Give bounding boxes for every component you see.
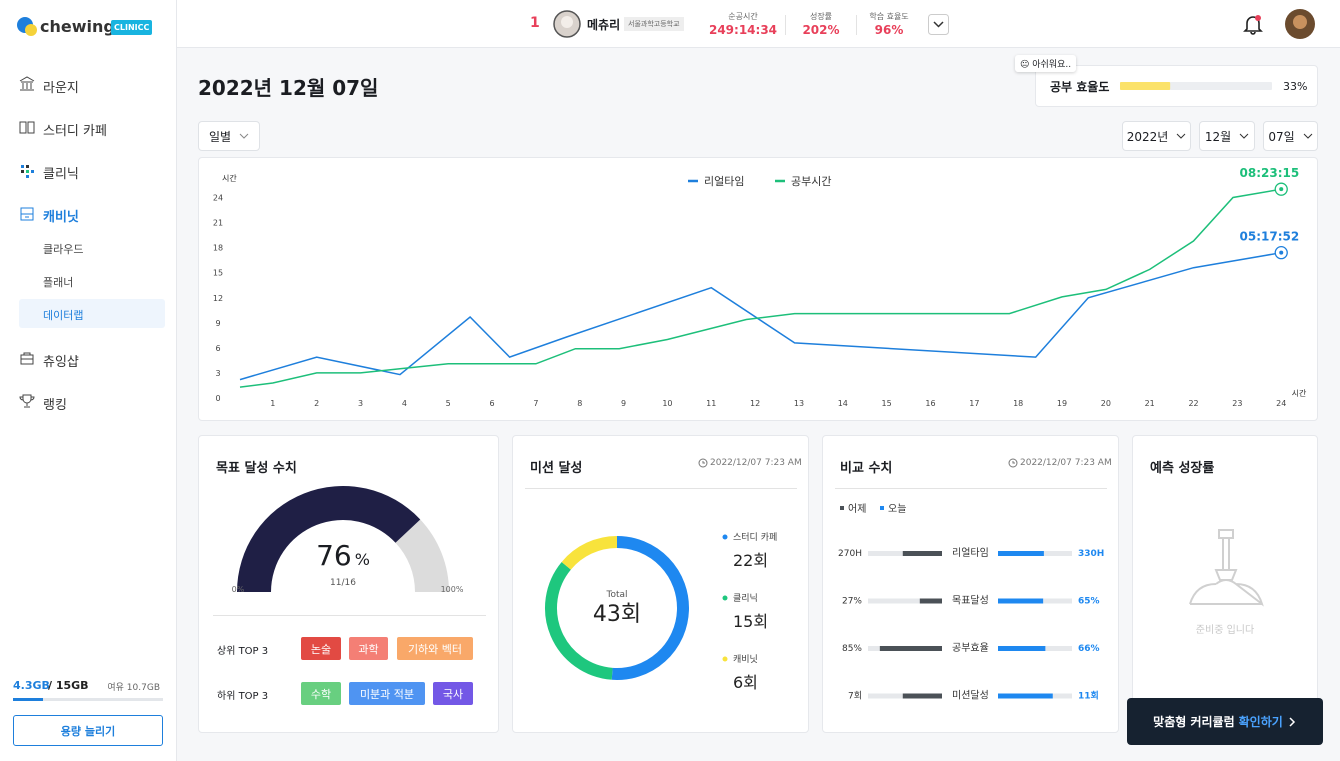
- storage-used: 4.3GB: [13, 679, 50, 692]
- group-label: 하위 TOP 3: [217, 691, 269, 702]
- stat-value: 202%: [802, 23, 840, 37]
- tag: 논술: [301, 637, 341, 660]
- notification-bell[interactable]: [1242, 13, 1264, 35]
- header-dropdown[interactable]: [928, 14, 949, 35]
- nav-item[interactable]: 츄잉샵: [43, 355, 79, 370]
- sidebar: [0, 0, 177, 761]
- compare-card: [822, 435, 1119, 733]
- icon: [20, 352, 34, 365]
- stat-label: 순공시간: [728, 12, 758, 21]
- cta-text: 맞춤형 커리큘럼: [1153, 715, 1235, 729]
- divider: [835, 488, 1107, 489]
- icon: [19, 121, 35, 134]
- rank: 1: [530, 15, 540, 31]
- clock-icon: [698, 458, 708, 468]
- tag: 국사: [433, 682, 473, 705]
- tag: 과학: [349, 637, 388, 660]
- placeholder-icon: [1189, 529, 1264, 607]
- icon: [21, 165, 34, 178]
- month: 12월: [1204, 129, 1232, 144]
- clock-icon: [1008, 458, 1018, 468]
- logo-icon: [17, 17, 37, 36]
- day: 07일: [1268, 129, 1295, 144]
- efficiency-value: 33%: [1283, 80, 1308, 93]
- separator: [856, 15, 857, 35]
- nav-item[interactable]: 클리닉: [43, 167, 79, 182]
- card-title: 예측 성장률: [1150, 461, 1215, 476]
- separator: [785, 15, 786, 35]
- active-highlight: [19, 299, 165, 328]
- storage-free: 여유 10.7GB: [107, 683, 160, 693]
- chevron: [1239, 133, 1249, 139]
- stat-value: 96%: [874, 23, 904, 37]
- stat-label: 성장률: [809, 12, 833, 21]
- nav-item[interactable]: 라운지: [43, 81, 79, 96]
- nav-item[interactable]: 캐비닛: [43, 210, 79, 225]
- line-chart-card: [198, 157, 1318, 421]
- profile-avatar[interactable]: [1285, 9, 1315, 39]
- forecast-card: [1132, 435, 1318, 733]
- chevron: [1303, 133, 1313, 139]
- storage-button[interactable]: 용량 늘리기: [13, 715, 163, 746]
- tag: 수학: [301, 682, 341, 705]
- divider: [213, 615, 486, 616]
- icon: [20, 207, 34, 221]
- card-date: 2022/12/07 7:23 AM: [1020, 458, 1112, 468]
- stat-value: 249:14:34: [708, 23, 778, 37]
- school: 서울과학고등학교: [624, 17, 684, 31]
- card-title: 미션 달성: [530, 461, 583, 476]
- divider: [525, 488, 797, 489]
- chevron: [239, 133, 249, 139]
- day-dropdown[interactable]: 07일: [1263, 121, 1318, 151]
- header: [177, 0, 1340, 48]
- period-dropdown[interactable]: 일별: [198, 121, 260, 151]
- avatar: [553, 10, 581, 38]
- sub-nav-item[interactable]: 클라우드: [43, 243, 84, 256]
- efficiency-badge: 😐 아쉬워요..: [1015, 55, 1077, 72]
- icon: [19, 394, 35, 408]
- nav-item[interactable]: 랭킹: [43, 398, 67, 413]
- period: 일별: [208, 129, 232, 144]
- sub-nav-item[interactable]: 데이터랩: [43, 309, 84, 322]
- chevron: [1289, 716, 1295, 727]
- sub-nav-item[interactable]: 플래너: [43, 276, 74, 289]
- logo: chewing: [40, 17, 115, 36]
- icon: [19, 76, 35, 91]
- card-title: 비교 수치: [840, 461, 893, 476]
- page-title: 2022년 12월 07일: [198, 76, 379, 100]
- logo-badge: CLINICC: [111, 20, 153, 35]
- user-name: 메츄리: [587, 18, 621, 32]
- forecast-message: 준비중 입니다: [1195, 625, 1255, 636]
- cta-button[interactable]: 맞춤형 커리큘럼 확인하기: [1127, 698, 1323, 745]
- nav-item[interactable]: 스터디 카페: [43, 124, 107, 139]
- year-dropdown[interactable]: 2022년: [1122, 121, 1191, 151]
- tag: 미분과 적분: [349, 682, 425, 705]
- chevron: [1176, 133, 1186, 139]
- cta-link: 확인하기: [1238, 715, 1283, 729]
- card-date: 2022/12/07 7:23 AM: [710, 458, 802, 468]
- storage-fill: [13, 698, 43, 701]
- mission-card: [512, 435, 809, 733]
- group-label: 상위 TOP 3: [217, 646, 269, 657]
- month-dropdown[interactable]: 12월: [1199, 121, 1255, 151]
- card-title: 목표 달성 수치: [216, 461, 297, 476]
- storage-total: / 15GB: [48, 679, 89, 692]
- year: 2022년: [1126, 129, 1169, 144]
- tag: 기하와 벡터: [397, 637, 473, 660]
- stat-label: 학습 효율도: [869, 12, 909, 21]
- storage-track: [13, 698, 163, 701]
- efficiency-label: 공부 효율도: [1050, 80, 1110, 94]
